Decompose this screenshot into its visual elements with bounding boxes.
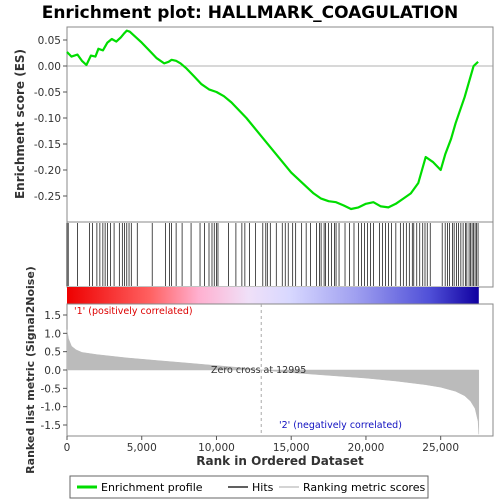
metric-y-tick-label: 0.5 xyxy=(44,347,61,359)
metric-y-axis: 1.5 1.0 0.5 0.0 -0.5 -1.0 -1.5 xyxy=(41,310,67,432)
x-tick-label: 10,000 xyxy=(198,442,235,454)
x-tick-label: 0 xyxy=(64,442,71,454)
es-y-tick-label: -0.05 xyxy=(34,87,61,99)
es-y-axis-label: Enrichment score (ES) xyxy=(13,49,27,199)
legend-frame xyxy=(69,475,429,499)
legend-label-metric: Ranking metric scores xyxy=(303,481,425,494)
metric-area xyxy=(66,329,480,435)
x-tick-label: 5,000 xyxy=(127,442,157,454)
x-tick-label: 15,000 xyxy=(273,442,310,454)
legend-label-hits: Hits xyxy=(252,481,274,494)
metric-y-tick-label: 1.5 xyxy=(44,310,61,322)
es-panel: 0.05 0.00 -0.05 -0.10 -0.15 -0.20 -0.25 Enrich… xyxy=(13,26,494,223)
rank-x-axis: 0 5,000 10,000 15,000 20,000 25,000 xyxy=(64,436,459,454)
metric-y-tick-label: -1.0 xyxy=(41,402,62,414)
es-curve-line xyxy=(66,29,479,211)
x-axis-label: Rank in Ordered Dataset xyxy=(196,454,364,468)
metric-y-tick-label: -1.5 xyxy=(41,420,62,432)
metric-area-group xyxy=(66,329,480,435)
zero-cross-label: Zero cross at 12995 xyxy=(211,365,306,376)
es-panel-frame xyxy=(66,26,494,223)
es-y-tick-label: 0.00 xyxy=(38,61,61,73)
metric-y-tick-label: -0.5 xyxy=(41,383,62,395)
es-y-tick-label: -0.20 xyxy=(34,165,61,177)
metric-y-tick-label: 1.0 xyxy=(44,328,61,340)
chart-title: Enrichment plot: HALLMARK_COAGULATION xyxy=(42,3,459,23)
hits-panel-frame xyxy=(66,221,494,288)
rank-gradient xyxy=(67,287,479,304)
es-y-axis: 0.05 0.00 -0.05 -0.10 -0.15 -0.20 -0.25 xyxy=(34,35,67,203)
hits-panel xyxy=(66,221,494,288)
es-y-tick-label: -0.10 xyxy=(34,113,61,125)
metric-y-tick-label: 0.0 xyxy=(44,365,61,377)
x-tick-label: 25,000 xyxy=(422,442,459,454)
es-y-tick-label: -0.25 xyxy=(34,191,61,203)
es-y-tick-label: -0.15 xyxy=(34,139,61,151)
legend: Enrichment profile Hits Ranking metric s… xyxy=(69,475,429,499)
metric-panel: 1.5 1.0 0.5 0.0 -0.5 -1.0 -1.5 0 5,000 10,000 15,… xyxy=(24,266,494,474)
x-tick-label: 20,000 xyxy=(348,442,385,454)
negative-correlation-label: '2' (negatively correlated) xyxy=(279,420,402,431)
metric-y-axis-label: Ranked list metric (Signal2Noise) xyxy=(24,266,37,474)
positive-correlation-label: '1' (positively correlated) xyxy=(74,306,193,317)
legend-label-enrichment: Enrichment profile xyxy=(101,481,203,494)
hits-group xyxy=(66,223,479,286)
rank-color-bar xyxy=(67,287,479,304)
es-y-tick-label: 0.05 xyxy=(38,35,61,47)
es-curve-group xyxy=(66,29,479,211)
